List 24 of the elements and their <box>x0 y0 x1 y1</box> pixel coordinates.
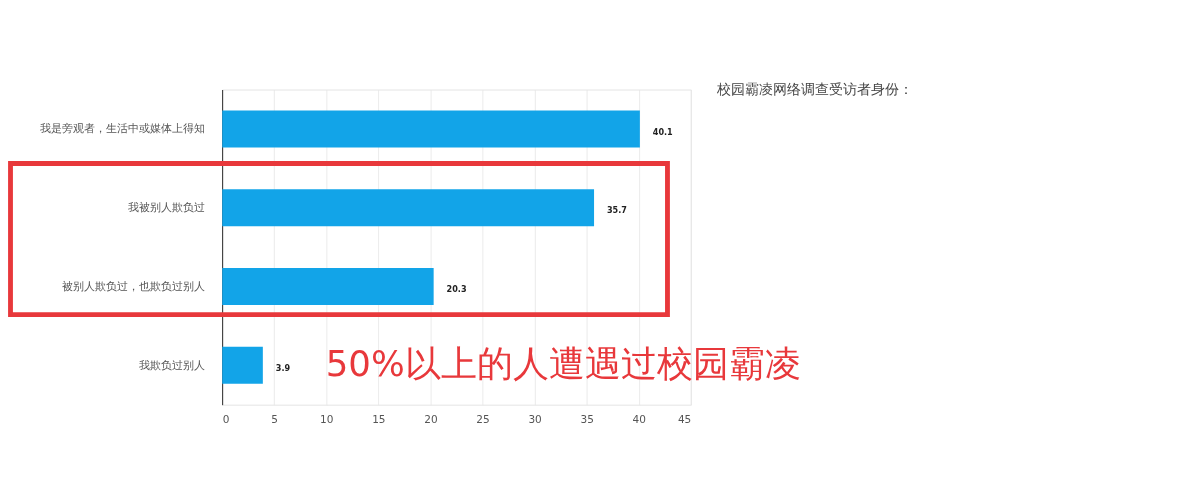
x-tick-label: 10 <box>320 412 334 425</box>
y-tick-label: 我被别人欺负过 <box>127 201 205 215</box>
text: 校园霸凌网络调查受访者身份： <box>715 80 913 97</box>
y-tick-label: 我是旁观者，生活中或媒体上得知 <box>39 122 205 136</box>
x-tick-label: 35 <box>580 412 594 425</box>
x-tick-label: 20 <box>424 412 438 425</box>
data-label: 40.1 <box>652 126 674 137</box>
bar <box>222 268 434 306</box>
y-tick-label: 被别人欺负过，也欺负过别人 <box>61 279 205 293</box>
x-tick-label: 5 <box>271 412 279 425</box>
data-label: 20.3 <box>446 284 467 295</box>
data-label: 35.7 <box>606 205 627 216</box>
x-tick-label: 45 <box>677 412 692 425</box>
bar <box>222 189 595 227</box>
y-tick-label: 我欺负过别人 <box>138 358 205 372</box>
data-label: 3.9 <box>275 363 291 374</box>
x-tick-label: 30 <box>528 412 542 425</box>
bar <box>222 346 263 384</box>
annotation: 50%以上的人遭遇过校园霸凌 <box>325 342 801 384</box>
x-tick-label: 15 <box>372 412 386 425</box>
x-tick-label: 40 <box>632 412 646 425</box>
x-tick-label: 25 <box>476 412 490 425</box>
x-tick-label: 0 <box>222 412 230 425</box>
bar <box>222 110 640 148</box>
